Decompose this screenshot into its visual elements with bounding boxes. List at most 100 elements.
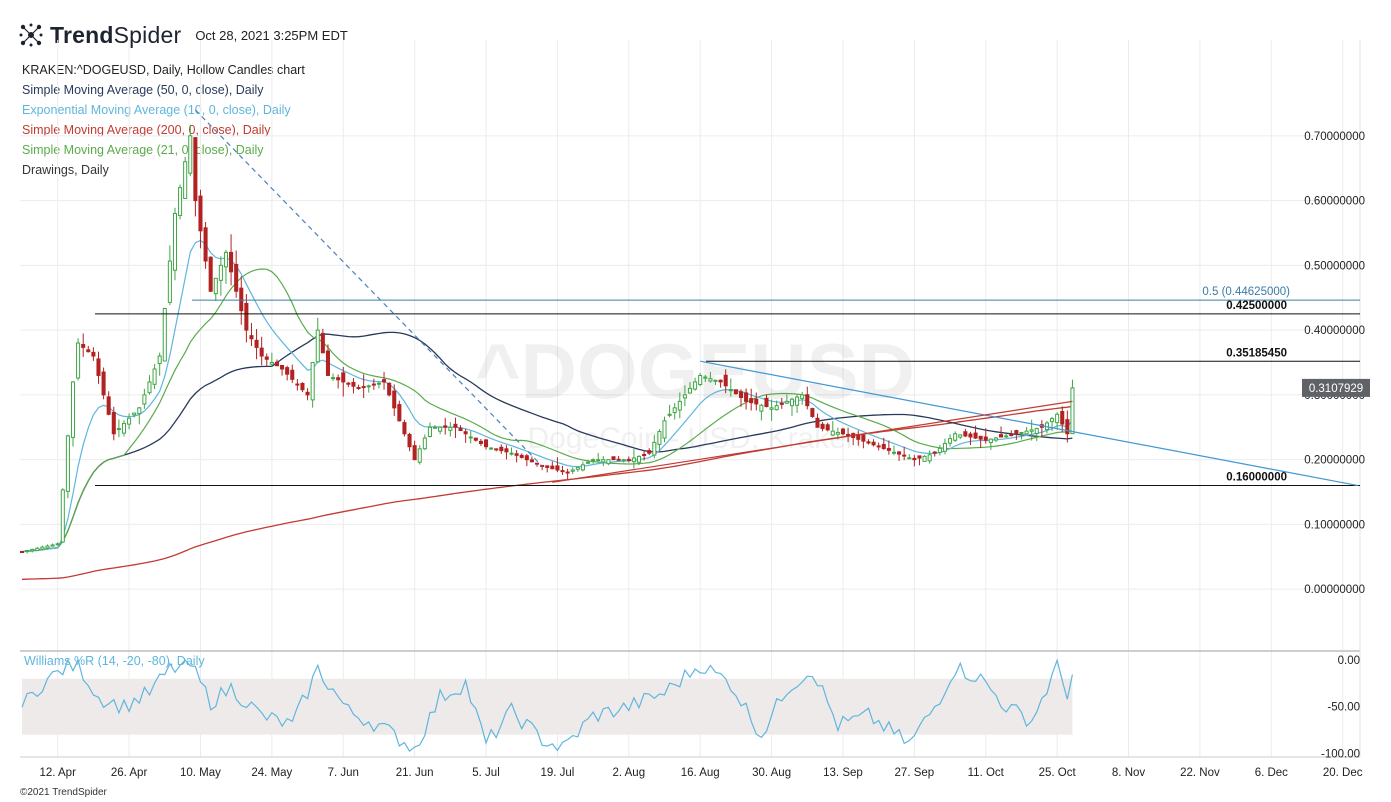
study-label[interactable]: Simple Moving Average (200, 0, close), D… <box>22 123 271 137</box>
candle <box>346 381 351 388</box>
candle <box>509 447 514 456</box>
candle <box>382 371 387 390</box>
candle <box>218 256 223 296</box>
candle-body <box>897 451 902 455</box>
study-label[interactable]: KRAKEN:^DOGEUSD, Daily, Hollow Candles c… <box>22 63 305 77</box>
candle-body <box>570 469 575 472</box>
candle-body <box>325 350 330 376</box>
candle-body <box>489 447 494 450</box>
candle <box>336 374 341 389</box>
candle-body <box>407 433 412 448</box>
candle-body <box>784 400 789 404</box>
candle <box>631 449 636 469</box>
x-tick-label: 7. Jun <box>328 767 359 779</box>
candle <box>1029 419 1034 441</box>
candle <box>784 394 789 405</box>
candle <box>86 345 91 353</box>
candle-body <box>249 335 254 340</box>
candle <box>580 461 585 472</box>
candle <box>55 542 60 546</box>
y-tick-label: 0.70000000 <box>1304 131 1365 143</box>
candle-body <box>764 397 769 408</box>
candle-body <box>815 417 820 428</box>
candle-body <box>30 548 35 552</box>
candle <box>407 432 412 452</box>
candle <box>96 351 101 384</box>
candle <box>713 379 718 386</box>
x-tick-label: 27. Sep <box>895 767 935 779</box>
candle-body <box>519 454 524 458</box>
candle-body <box>749 398 754 404</box>
candle-body <box>667 413 672 416</box>
candle-body <box>876 445 881 448</box>
candle-body <box>341 372 346 383</box>
candle <box>295 379 300 391</box>
candle <box>718 379 723 388</box>
candle <box>805 386 810 410</box>
candle-body <box>937 447 942 453</box>
candle <box>596 452 601 462</box>
candle-body <box>142 394 147 405</box>
candle <box>749 388 754 411</box>
candle <box>1004 433 1009 438</box>
study-label[interactable]: Simple Moving Average (50, 0, close), Da… <box>22 83 264 97</box>
candle-body <box>70 381 76 438</box>
candle <box>208 256 213 292</box>
candle-body <box>840 428 846 435</box>
candle <box>101 367 106 400</box>
candle-body <box>152 368 157 385</box>
candle <box>698 372 703 387</box>
candle <box>958 434 963 440</box>
candle <box>1044 420 1049 434</box>
candle-body <box>366 385 371 388</box>
candle-body <box>958 434 963 438</box>
candle <box>647 448 652 456</box>
candle-body <box>560 470 565 473</box>
candle <box>774 400 779 411</box>
candle <box>820 421 825 432</box>
candle-body <box>708 378 713 382</box>
candle-body <box>621 459 626 462</box>
candle <box>1050 416 1055 432</box>
candle-body <box>499 446 504 452</box>
candle-body <box>626 458 631 461</box>
candle-body <box>320 332 325 354</box>
study-label[interactable]: Drawings, Daily <box>22 163 109 177</box>
candle-body <box>534 462 540 465</box>
candle <box>453 417 458 438</box>
candle <box>499 444 504 454</box>
candle-body <box>387 382 392 396</box>
candle-body <box>356 387 361 390</box>
candle-body <box>800 394 805 399</box>
candle <box>40 545 45 551</box>
candle-body <box>999 434 1004 438</box>
candle-body <box>550 465 555 470</box>
candle <box>427 422 432 438</box>
candle-body <box>718 379 723 383</box>
study-label[interactable]: Simple Moving Average (21, 0, close), Da… <box>22 143 264 157</box>
candle <box>611 456 616 461</box>
candle <box>973 425 978 440</box>
candle-body <box>25 550 30 553</box>
candle-body <box>835 431 840 435</box>
candle-body <box>376 382 381 385</box>
x-tick-label: 11. Oct <box>968 767 1005 779</box>
candle <box>397 400 402 422</box>
candle <box>968 431 973 446</box>
candle <box>203 222 208 269</box>
candle <box>356 384 361 390</box>
candle <box>570 467 575 474</box>
candle-body <box>846 433 851 437</box>
study-label[interactable]: Exponential Moving Average (10, 0, close… <box>22 103 291 117</box>
candle <box>545 465 550 473</box>
candle <box>851 432 856 446</box>
candle-body <box>927 454 932 462</box>
candle-body <box>121 422 127 434</box>
candle <box>473 437 478 442</box>
candle <box>132 412 137 418</box>
candle-body <box>433 426 438 429</box>
candle-body <box>565 471 570 474</box>
candle <box>320 328 325 354</box>
candle <box>290 364 295 384</box>
candle <box>310 361 315 408</box>
